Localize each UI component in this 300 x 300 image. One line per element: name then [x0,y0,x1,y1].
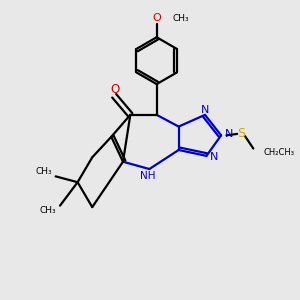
Text: N: N [210,152,218,162]
Text: N: N [201,105,209,115]
Text: CH₃: CH₃ [40,206,56,215]
Text: CH₂CH₃: CH₂CH₃ [264,148,295,158]
Text: N: N [225,129,233,139]
Text: S: S [238,128,246,140]
Text: CH₃: CH₃ [173,14,189,23]
Text: NH: NH [140,171,156,181]
Text: O: O [152,13,161,23]
Text: O: O [110,83,119,96]
Text: CH₃: CH₃ [35,167,52,176]
